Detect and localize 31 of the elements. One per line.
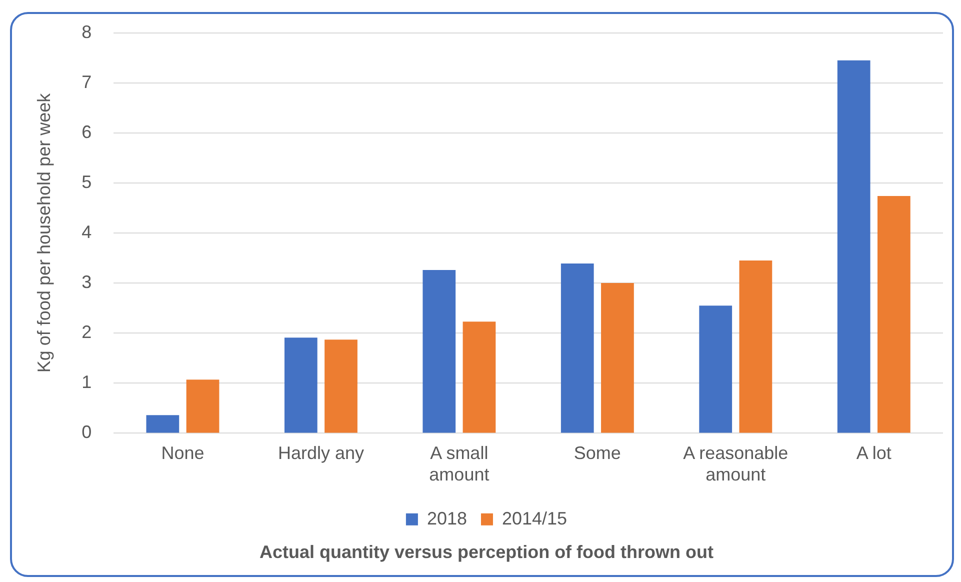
y-tick-label: 0 — [82, 422, 92, 442]
x-tick-label: Hardly any — [278, 442, 364, 463]
y-tick-label: 1 — [82, 372, 92, 392]
bar — [146, 415, 180, 433]
bar — [837, 60, 870, 433]
bar — [462, 322, 496, 433]
y-tick-label: 2 — [82, 322, 92, 342]
y-axis-title: Kg of food per household per week — [34, 92, 54, 373]
bar — [422, 270, 456, 433]
x-tick-label: A lot — [856, 442, 892, 463]
bar — [186, 380, 220, 433]
x-tick-label: Some — [574, 442, 621, 463]
y-tick-label: 8 — [82, 22, 92, 42]
x-tick-label: A reasonable amount — [683, 442, 788, 485]
y-tick-label: 5 — [82, 172, 92, 192]
x-tick-label: None — [161, 442, 204, 463]
y-tick-label: 6 — [82, 122, 92, 142]
bar — [699, 306, 732, 433]
y-tick-label: 7 — [82, 72, 92, 92]
bar — [284, 338, 318, 433]
y-tick-label: 3 — [82, 272, 92, 292]
bar — [877, 196, 910, 433]
legend-label: 2014/15 — [502, 508, 568, 528]
bar — [324, 340, 358, 433]
x-tick-label: A small amount — [429, 442, 490, 485]
y-tick-label: 4 — [82, 222, 92, 242]
x-axis-title: Actual quantity versus perception of food thrown out — [259, 542, 714, 562]
bar — [739, 260, 772, 433]
bar — [560, 264, 594, 433]
bar — [601, 283, 634, 433]
legend-label: 2018 — [426, 508, 467, 528]
